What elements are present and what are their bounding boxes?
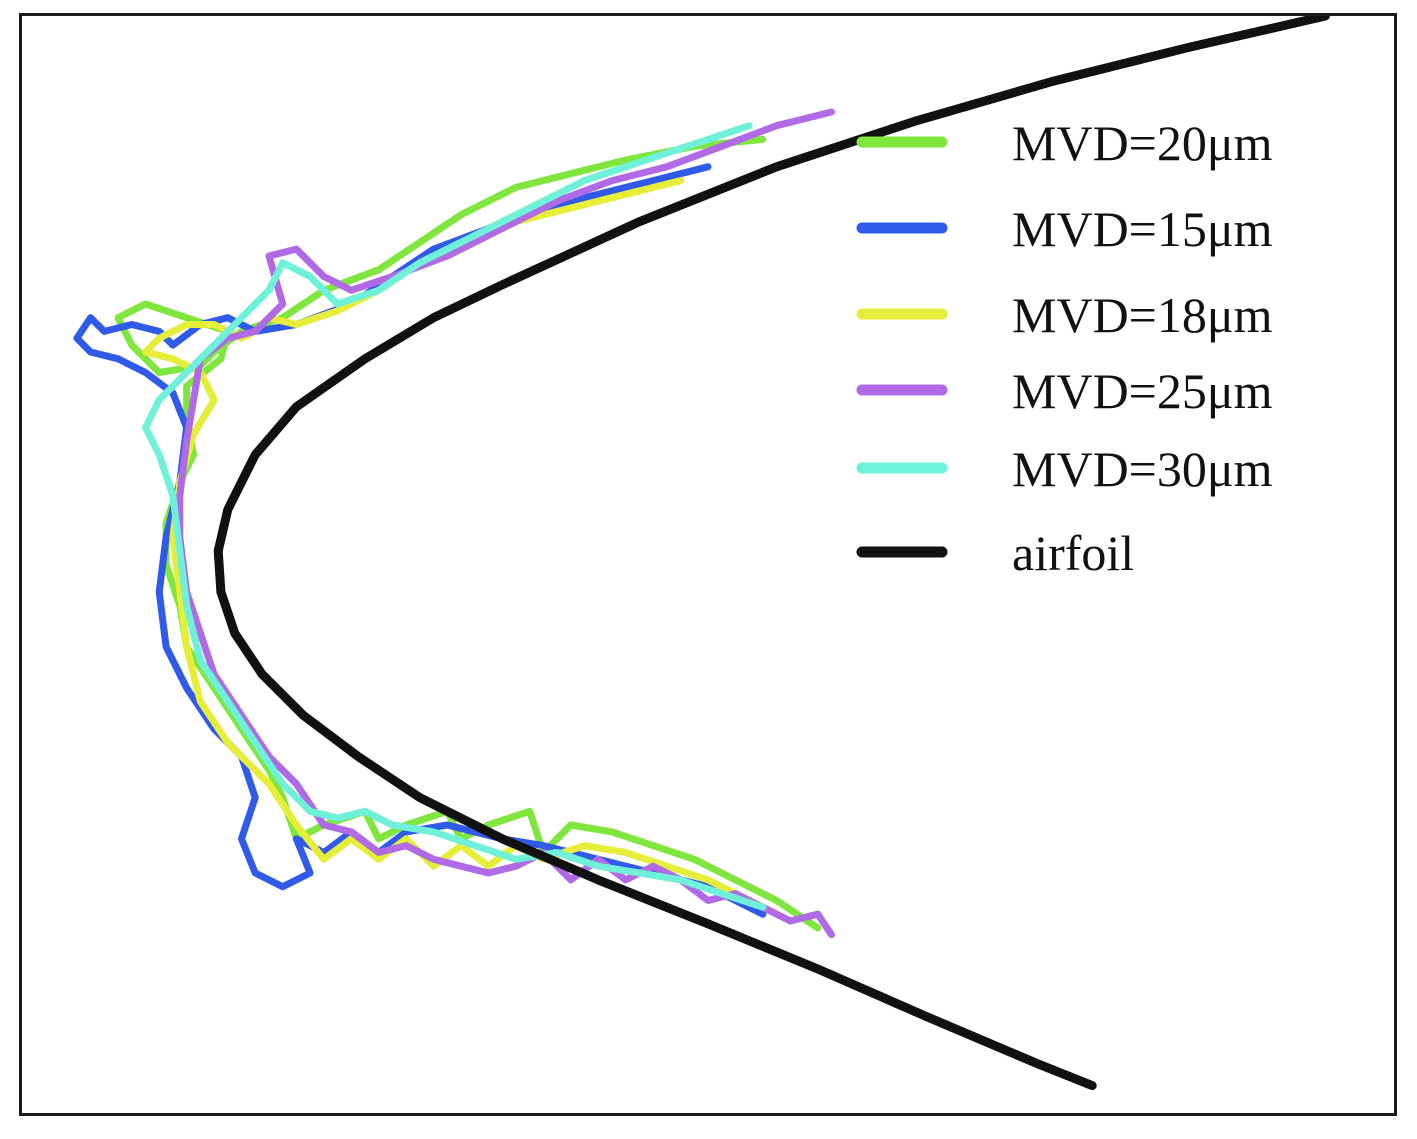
- legend-label-mvd-15: MVD=15μm: [1012, 201, 1273, 257]
- series-layer: [73, 16, 1330, 1091]
- legend-label-mvd-20: MVD=20μm: [1012, 115, 1273, 171]
- legend-label-mvd-30: MVD=30μm: [1012, 441, 1273, 497]
- series-line-mvd-18-m: [142, 177, 767, 911]
- series-line-mvd-25-m: [176, 108, 835, 939]
- legend-label-airfoil: airfoil: [1012, 525, 1134, 581]
- chart-frame: MVD=20μm MVD=15μm MVD=18μm MVD=25μm MVD=…: [19, 13, 1397, 1116]
- legend-label-mvd-18: MVD=18μm: [1012, 287, 1273, 343]
- series-line-mvd-30-m: [142, 122, 767, 911]
- series-line-airfoil: [213, 16, 1330, 1091]
- legend: MVD=20μm MVD=15μm MVD=18μm MVD=25μm MVD=…: [856, 115, 1273, 581]
- chart-plot: MVD=20μm MVD=15μm MVD=18μm MVD=25μm MVD=…: [73, 16, 1330, 1091]
- legend-label-mvd-25: MVD=25μm: [1012, 363, 1273, 419]
